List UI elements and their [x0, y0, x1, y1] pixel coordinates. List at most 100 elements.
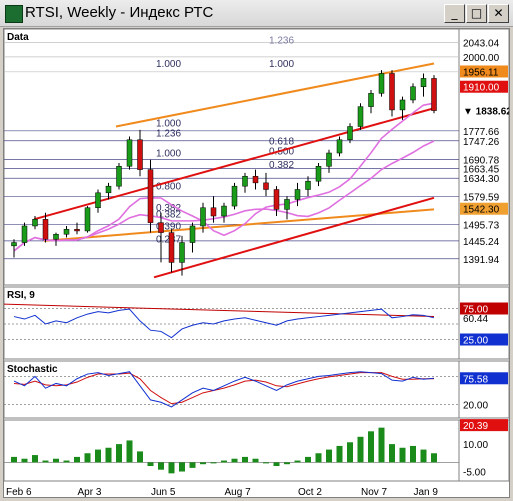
- hist-bar: [168, 462, 175, 474]
- candle[interactable]: [11, 242, 17, 247]
- x-axis-label: Feb 6: [6, 487, 32, 497]
- price-tick: 1391.94: [463, 255, 500, 266]
- price-highlight-orange2-label: 1542.30: [463, 205, 500, 216]
- candle[interactable]: [74, 229, 80, 232]
- close-button[interactable]: ✕: [488, 4, 509, 23]
- title-bar: RTSI, Weekly - Индекс РТС _ □ ✕: [0, 0, 513, 27]
- hist-bar: [357, 436, 364, 463]
- candle[interactable]: [410, 86, 416, 101]
- hist-bar: [32, 455, 38, 463]
- candle[interactable]: [105, 185, 112, 194]
- fib-label: 1.000: [156, 59, 181, 70]
- data-panel-label: Data: [7, 32, 29, 43]
- candle[interactable]: [32, 219, 38, 227]
- candle[interactable]: [242, 175, 248, 187]
- candle[interactable]: [336, 139, 343, 154]
- x-axis-label: Jan 9: [414, 487, 439, 497]
- x-axis-label: Jun 5: [151, 487, 176, 497]
- candle[interactable]: [137, 139, 143, 170]
- hist-tick-bg: [460, 419, 508, 432]
- candle[interactable]: [221, 205, 227, 217]
- fib-label: 0.237: [156, 235, 181, 246]
- candle[interactable]: [158, 222, 164, 233]
- candle[interactable]: [179, 242, 185, 263]
- candle[interactable]: [368, 93, 374, 107]
- stoch-tick: 75.58: [463, 374, 488, 385]
- hist-bar: [378, 427, 385, 463]
- fib-label: 1.236: [156, 128, 181, 139]
- candle[interactable]: [168, 232, 175, 263]
- rsi-tick: 60.44: [463, 314, 488, 325]
- candle[interactable]: [210, 207, 217, 217]
- stoch-d-line: [13, 372, 434, 405]
- candle[interactable]: [326, 152, 332, 167]
- candle[interactable]: [63, 229, 70, 235]
- minimize-button[interactable]: _: [444, 4, 465, 23]
- candle[interactable]: [378, 73, 385, 94]
- candle[interactable]: [53, 233, 59, 240]
- candle[interactable]: [357, 106, 364, 127]
- rsi-tick-bg: [460, 333, 508, 346]
- rsi-panel[interactable]: [4, 286, 460, 360]
- candle[interactable]: [347, 126, 353, 141]
- candle[interactable]: [21, 225, 28, 243]
- hist-bar: [42, 460, 49, 463]
- stoch-panel[interactable]: [4, 360, 460, 419]
- maximize-button[interactable]: □: [466, 4, 487, 23]
- candle[interactable]: [315, 166, 322, 182]
- hist-bar: [273, 462, 280, 467]
- fib-label: 1.236: [269, 36, 294, 47]
- candle[interactable]: [147, 169, 154, 223]
- candle[interactable]: [273, 189, 280, 210]
- rsi-line: [13, 308, 435, 339]
- price-tick: 1579.59: [463, 192, 500, 203]
- hist-bar: [189, 462, 196, 468]
- x-axis-label: Aug 7: [225, 487, 252, 497]
- hist-bar: [147, 462, 154, 467]
- candle[interactable]: [84, 207, 91, 232]
- price-highlight-orange-label: 1956.11: [463, 67, 499, 78]
- hist-bar: [315, 453, 322, 463]
- price-tick: 1690.78: [463, 156, 500, 167]
- hist-bar: [305, 456, 311, 463]
- candle[interactable]: [231, 185, 238, 207]
- price-highlight-red: [460, 80, 508, 93]
- stoch-panel-label: Stochastic: [7, 364, 58, 375]
- candle[interactable]: [126, 139, 133, 167]
- current-price-label: ▼ 1838.62: [463, 107, 509, 118]
- candle[interactable]: [200, 207, 206, 227]
- candle[interactable]: [189, 225, 196, 243]
- app-icon: [5, 5, 23, 23]
- candle[interactable]: [284, 199, 290, 210]
- candle[interactable]: [305, 180, 311, 190]
- hist-bar: [53, 458, 59, 463]
- candle[interactable]: [389, 73, 395, 111]
- candle[interactable]: [42, 219, 49, 240]
- hist-bar: [242, 456, 248, 463]
- rsi-tick: 25.00: [463, 336, 488, 347]
- candle[interactable]: [431, 78, 437, 111]
- hist-bar: [210, 462, 217, 464]
- candle[interactable]: [420, 78, 427, 87]
- price-tick: 1777.66: [463, 127, 500, 138]
- candle[interactable]: [294, 189, 301, 200]
- candle[interactable]: [252, 175, 259, 184]
- chart-frame[interactable]: Data RSI, 9 Stochastic 1.236 1.000 1.000 1.000…: [3, 28, 510, 498]
- candle[interactable]: [116, 166, 122, 187]
- fib-label: 0.382: [269, 160, 294, 171]
- main-panel[interactable]: [4, 29, 460, 286]
- hist-bar: [263, 462, 269, 464]
- fib-label: 0.382: [156, 203, 181, 214]
- rsi-tick: 75.00: [463, 305, 488, 316]
- hist-bar: [126, 440, 133, 463]
- candle[interactable]: [399, 99, 406, 111]
- hist-bar: [389, 444, 395, 463]
- hist-bar: [84, 453, 91, 463]
- hist-bar: [294, 460, 301, 463]
- price-tick: 1747.26: [463, 137, 500, 148]
- hist-bar: [368, 431, 374, 463]
- candle[interactable]: [95, 192, 101, 208]
- fib-label: 1.000: [156, 119, 181, 130]
- candle[interactable]: [263, 182, 269, 190]
